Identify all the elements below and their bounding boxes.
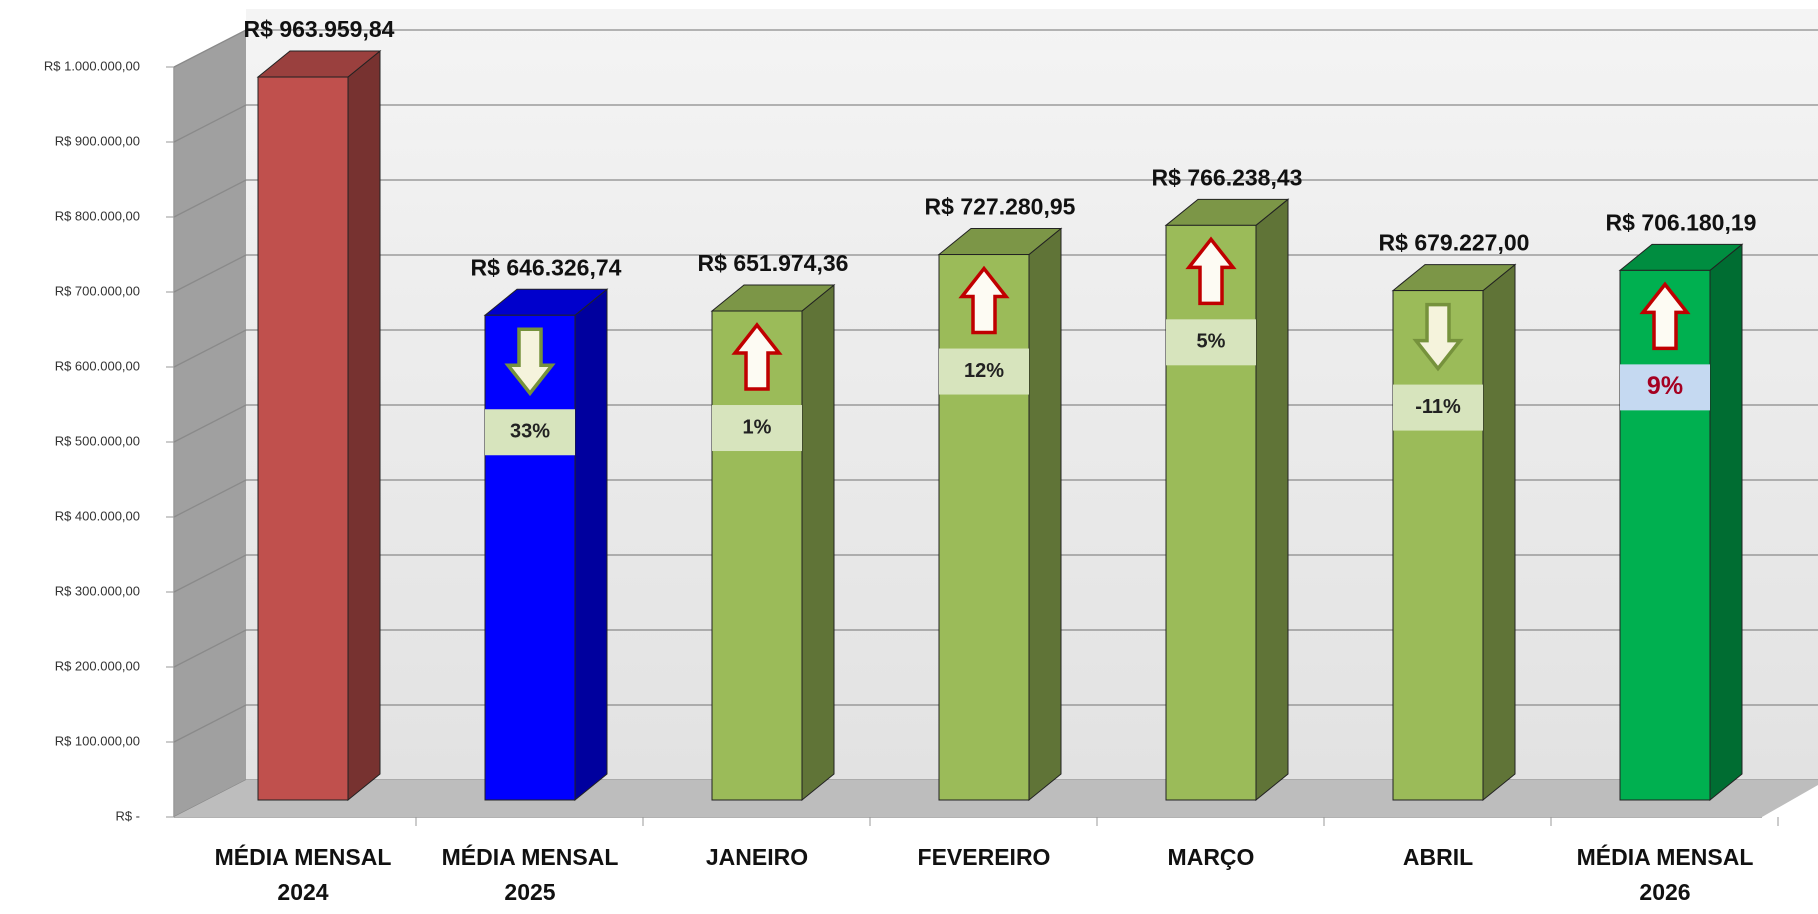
value-label: R$ 963.959,84 [244,16,395,42]
bar [938,254,1030,801]
change-label: 9% [1647,372,1683,400]
grid-line [173,254,1818,293]
change-box [1393,384,1483,431]
y-tick-label: R$ 500.000,00 [55,433,140,448]
y-tick-label: R$ 800.000,00 [55,208,140,223]
x-tick-label: FEVEREIRO [917,844,1051,870]
change-box [1166,319,1256,366]
value-label: R$ 646.326,74 [471,254,622,280]
x-tick-label: MÉDIA MENSAL 2024 [214,844,392,905]
change-box [1620,364,1710,411]
bar-side [1028,227,1062,802]
bar [711,310,803,801]
change-box [712,405,802,452]
y-tick-label: R$ - [115,808,140,823]
bar-side [801,283,835,802]
change-arrow [1185,236,1237,306]
y-tick-label: R$ 1.000.000,00 [44,58,140,73]
value-label: R$ 651.974,36 [698,250,849,276]
value-label: R$ 679.227,00 [1379,230,1530,256]
bar-side [574,288,608,802]
y-tick-label: R$ 400.000,00 [55,508,140,523]
y-tick-label: R$ 600.000,00 [55,358,140,373]
change-arrow [958,265,1010,335]
x-tick-label: JANEIRO [705,844,809,870]
value-label: R$ 766.238,43 [1152,164,1303,190]
value-label: R$ 727.280,95 [925,194,1076,220]
x-tick-label: MARÇO [1167,844,1255,870]
grid-line [173,329,1818,368]
y-tick-label: R$ 200.000,00 [55,658,140,673]
grid-line [173,29,1818,68]
x-tick-label: MÉDIA MENSAL 2026 [1576,844,1754,905]
change-label: 5% [1197,331,1226,353]
change-box [939,348,1029,395]
change-box [485,409,575,456]
bar [1165,224,1257,801]
y-tick-label: R$ 300.000,00 [55,583,140,598]
change-label: 12% [964,360,1004,382]
x-tick-label: ABRIL [1402,844,1474,870]
change-arrow [731,322,783,391]
grid-line [173,704,1818,743]
bar-side [1709,243,1743,802]
grid-line [173,404,1818,443]
bar [257,76,349,801]
value-label: R$ 706.180,19 [1606,209,1757,235]
bar [1392,290,1484,801]
grid-line [173,554,1818,593]
y-tick-label: R$ 100.000,00 [55,733,140,748]
grid-line [173,104,1818,143]
grid-line [173,479,1818,518]
change-arrow [504,327,556,397]
change-label: 1% [743,416,772,438]
change-arrow [1412,302,1464,372]
change-arrow [1639,281,1691,351]
x-tick-label: MÉDIA MENSAL 2025 [441,844,619,905]
y-tick-label: R$ 900.000,00 [55,133,140,148]
bar [1619,269,1711,801]
grid-line [173,179,1818,218]
bar-side [1255,198,1289,802]
y-tick-label: R$ 700.000,00 [55,283,140,298]
change-label: 33% [510,421,550,443]
bar-side [347,49,381,802]
change-label: -11% [1415,396,1461,418]
bar-side [1482,263,1516,802]
grid-line [173,629,1818,668]
